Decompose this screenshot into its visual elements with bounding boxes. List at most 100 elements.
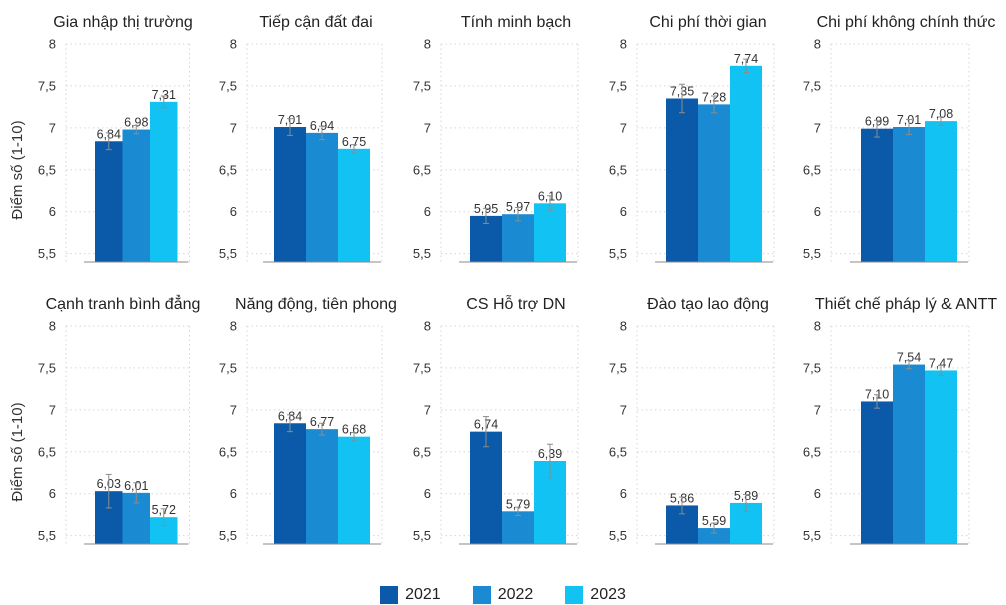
y-tick-label: 6	[230, 204, 237, 219]
error-bar	[938, 364, 944, 376]
y-tick-label: 6	[814, 204, 821, 219]
y-tick-label: 6	[620, 486, 627, 501]
y-tick-label: 5,5	[413, 528, 431, 543]
y-tick-label: 7	[424, 402, 431, 417]
bar-2022	[306, 429, 338, 544]
y-tick-label: 7	[814, 120, 821, 135]
y-tick-label: 5,5	[609, 246, 627, 261]
chart-title: Chi phí thời gian	[649, 14, 766, 31]
y-tick-label: 5,5	[219, 246, 237, 261]
y-tick-label: 8	[424, 319, 431, 334]
y-tick-label: 8	[620, 37, 627, 52]
y-tick-label: 5,5	[803, 528, 821, 543]
chart-title: Cạnh tranh bình đẳng	[46, 294, 201, 313]
error-bar	[874, 119, 880, 138]
chart-panel: Thiết chế pháp lý & ANTT87,576,565,57,10…	[803, 296, 997, 545]
error-bar	[679, 83, 685, 114]
y-tick-label: 7	[814, 402, 821, 417]
legend-swatch	[565, 586, 584, 604]
chart-panel: Cạnh tranh bình đẳng Điểm số (1-10) 8 7,5 7 6…	[9, 294, 201, 545]
error-bar	[105, 473, 112, 509]
y-axis-label: Điểm số (1-10)	[9, 402, 26, 501]
y-tick-label: 6	[424, 204, 431, 219]
y-axis-label: Điểm số (1-10)	[9, 120, 26, 219]
y-tick-label: 6	[814, 486, 821, 501]
error-bar	[906, 359, 912, 370]
error-bar	[287, 414, 293, 433]
y-tick-label: 5,5	[38, 246, 56, 261]
chart-title: Năng động, tiên phong	[235, 296, 397, 313]
legend-swatch	[472, 586, 491, 604]
error-bar	[351, 431, 357, 442]
y-tick-label: 5,5	[609, 528, 627, 543]
y-tick-label: 7	[424, 120, 431, 135]
y-tick-label: 6	[230, 486, 237, 501]
bar-2023	[150, 101, 178, 262]
y-tick-label: 7	[230, 402, 237, 417]
error-bar	[133, 482, 140, 504]
y-tick-label: 8	[814, 319, 821, 334]
y-tick-label: 6,5	[38, 444, 56, 459]
y-tick-label: 7,5	[38, 78, 56, 93]
y-tick-label: 6,5	[413, 162, 431, 177]
error-bar	[743, 494, 749, 512]
bar-2021	[666, 98, 698, 262]
y-tick-label: 6	[49, 204, 56, 219]
y-tick-label: 8	[424, 37, 431, 52]
legend-label: 2021	[405, 586, 441, 603]
bar-2021	[274, 423, 306, 544]
bar-2023	[338, 436, 370, 544]
y-tick-label: 8	[49, 319, 56, 334]
error-bar	[515, 506, 521, 516]
y-tick-label: 7	[620, 402, 627, 417]
data-label: 7,47	[929, 356, 953, 370]
error-bar	[351, 144, 357, 154]
error-bar	[319, 422, 325, 436]
data-label: 6,68	[342, 423, 366, 437]
y-tick-label: 8	[230, 37, 237, 52]
data-label: 6,77	[310, 415, 334, 429]
y-tick-label: 6	[49, 486, 56, 501]
y-tick-label: 8	[814, 37, 821, 52]
y-tick-label: 6,5	[38, 162, 56, 177]
error-bar	[319, 125, 325, 141]
legend: 2021 2022 2023	[0, 586, 1006, 604]
error-bar	[133, 124, 140, 135]
y-tick-label: 6,5	[219, 444, 237, 459]
error-bar	[906, 118, 912, 136]
bar-2022	[893, 127, 925, 262]
data-label: 6,75	[342, 135, 366, 149]
bar-2021	[95, 141, 123, 262]
bar-2023	[730, 65, 762, 262]
legend-item-2023: 2023	[565, 586, 626, 604]
bar-2021	[274, 127, 306, 262]
bar-2022	[893, 364, 925, 544]
bar-2022	[502, 214, 534, 262]
bar-2021	[470, 431, 502, 544]
error-bar	[679, 496, 685, 515]
error-bar	[160, 95, 167, 109]
y-tick-label: 7,5	[38, 360, 56, 375]
bar-2021	[861, 128, 893, 262]
y-tick-label: 7,5	[219, 78, 237, 93]
error-bar	[105, 132, 112, 151]
chart-title: Gia nhập thị trường	[53, 14, 193, 31]
y-tick-label: 5,5	[413, 246, 431, 261]
legend-label: 2022	[497, 586, 534, 603]
y-tick-label: 7,5	[413, 360, 431, 375]
bar-2022	[122, 129, 150, 262]
chart-title: Chi phí không chính thức	[817, 14, 996, 31]
y-tick-label: 5,5	[803, 246, 821, 261]
data-label: 7,31	[152, 88, 176, 102]
bar-2023	[925, 370, 957, 544]
y-tick-label: 6	[620, 204, 627, 219]
error-bar	[743, 58, 749, 74]
y-tick-label: 7,5	[609, 78, 627, 93]
legend-item-2022: 2022	[472, 586, 534, 604]
chart-panel: Gia nhập thị trường Điểm số (1-10) 8 7,5 7 6,…	[9, 14, 193, 263]
y-tick-label: 6,5	[609, 162, 627, 177]
error-bar	[711, 522, 717, 534]
